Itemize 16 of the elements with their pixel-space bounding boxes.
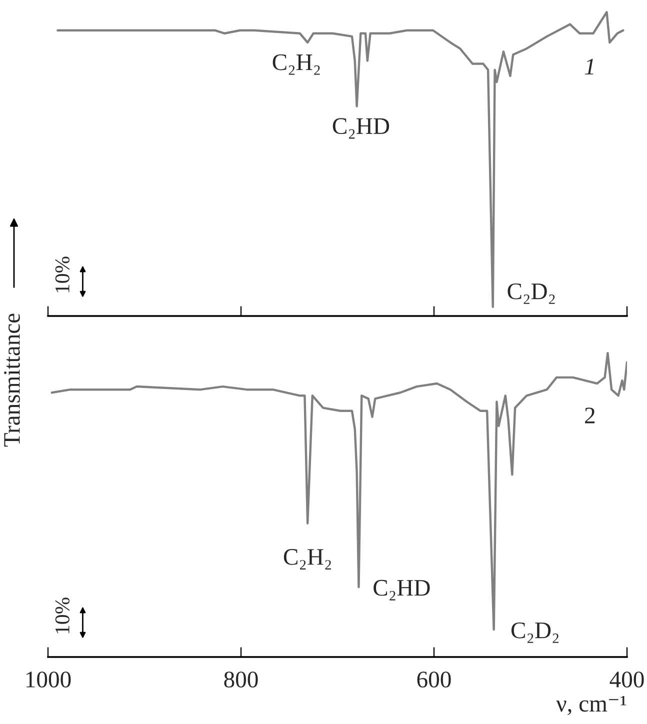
- annotation: C₂D₂: [511, 622, 558, 643]
- annotation: C₂H₂: [284, 549, 331, 570]
- x-tick-label: 400: [610, 672, 644, 688]
- x-tick-label: 600: [417, 672, 451, 688]
- x-tick-label: 1000: [26, 672, 71, 688]
- annotation: C₂HD: [332, 118, 390, 139]
- series-label: 1: [584, 58, 594, 74]
- series-label: 2: [585, 408, 595, 424]
- annotation: C₂D₂: [508, 283, 555, 304]
- x-tick-label: 800: [224, 672, 258, 688]
- annotation: C₂H₂: [272, 54, 320, 75]
- x-axis-title: ν, cm⁻¹: [556, 696, 626, 716]
- y-axis-title: Transmittance: [4, 314, 20, 447]
- annotation: 10%: [55, 256, 70, 292]
- annotation: 10%: [55, 598, 70, 634]
- annotation: C₂HD: [374, 580, 430, 600]
